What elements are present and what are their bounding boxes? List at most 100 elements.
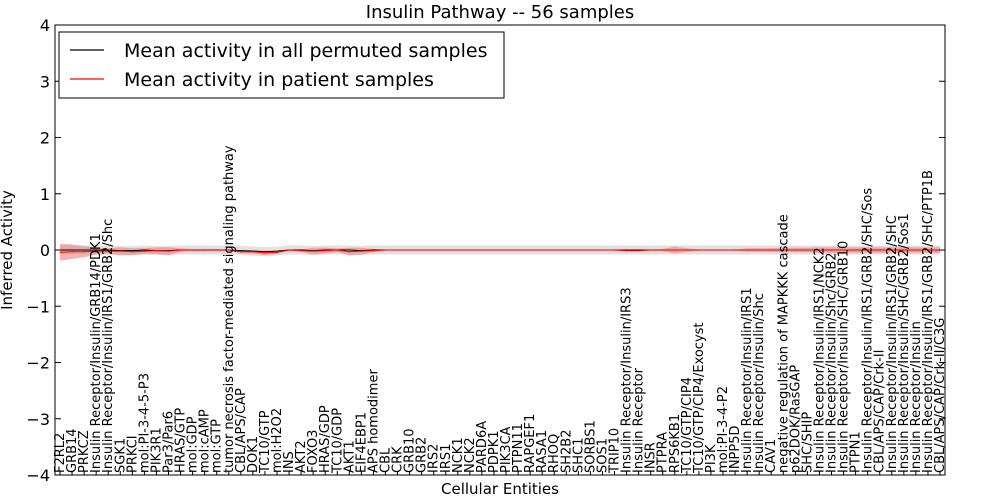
patient-point (95, 250, 97, 252)
x-tick-label: EIF4EBP1 (354, 412, 369, 473)
x-tick-label: mol:GDP (186, 416, 201, 473)
patient-point (613, 249, 616, 251)
patient-point (384, 249, 387, 251)
x-tick-label: TC10/GTP/CIP4 (680, 377, 695, 474)
x-tick-label: TC10/GTP (258, 410, 273, 474)
x-tick-label: Insulin Receptor/Insulin/IRS1/GRB2/SHC (885, 215, 900, 473)
patient-point (119, 250, 121, 252)
x-tick-label: SHC/SHIP (800, 412, 815, 473)
patient-point (252, 251, 254, 253)
x-tick-label: INSR (644, 442, 659, 473)
x-tick-label: Insulin Receptor/Insulin/SHC/GRB10 (837, 241, 852, 473)
x-axis-label: Cellular Entities (441, 480, 559, 498)
y-tick-label: 2 (40, 129, 50, 148)
x-tick-label: Insulin Receptor/Insulin/IRS1/GRB2/SHC/S… (861, 188, 876, 473)
x-tick-label: Insulin Receptor/Insulin/IRS1 (740, 287, 755, 473)
patient-point (312, 250, 314, 252)
y-tick-label: 1 (40, 185, 50, 204)
x-tick-label: APS homodimer (366, 369, 381, 473)
patient-point (409, 249, 411, 251)
patient-point (601, 249, 604, 251)
y-tick-label: −1 (26, 297, 50, 316)
x-tick-label: PI3K (704, 444, 719, 473)
x-tick-label: mol:H2O2 (270, 408, 285, 473)
patient-point (167, 250, 170, 252)
legend-box (58, 31, 505, 99)
series-line-patient (59, 249, 940, 254)
x-tick-label: mol:GTP (210, 419, 225, 473)
x-tick-label: NCK2 (463, 437, 478, 473)
x-tick-label: HRAS/GTP (174, 408, 189, 473)
x-tick-label: tumor necrosis factor-mediated signaling… (222, 145, 237, 473)
patient-point (770, 249, 772, 251)
patient-point (348, 251, 350, 253)
chart-title: Insulin Pathway -- 56 samples (366, 2, 634, 23)
patient-point (867, 249, 869, 251)
patient-point (553, 249, 555, 251)
patient-point (638, 250, 640, 252)
x-tick-label: Insulin Receptor/Insulin/Shc (752, 293, 767, 473)
x-tick-label: PIK3CA (499, 426, 514, 473)
patient-point (577, 249, 580, 251)
patient-point (662, 249, 664, 251)
patient-point (324, 250, 326, 252)
patient-point (179, 249, 182, 251)
patient-point (915, 249, 917, 251)
x-tick-label: Insulin Receptor/Insulin/IRS1/GRB2/SHC/P… (921, 170, 936, 473)
x-tick-label: Insulin Receptor/Insulin/IRS1/NCK2 (813, 247, 828, 473)
x-tick-label: GRB14 (65, 428, 80, 473)
patient-point (855, 249, 857, 251)
patient-point (879, 249, 881, 251)
patient-point (421, 249, 423, 251)
plot-area (59, 243, 941, 261)
patient-point (903, 249, 905, 251)
x-tick-label: Insulin Receptor/Insulin/IRS3 (620, 287, 635, 473)
patient-point (276, 251, 278, 253)
patient-point (396, 249, 399, 251)
x-tick-label: SOS1 (596, 438, 611, 473)
y-tick-label: −4 (26, 466, 50, 485)
patient-point (336, 249, 338, 251)
x-tick-label: TC10/GDP (330, 408, 345, 474)
y-tick-label: 4 (40, 16, 50, 35)
x-tick-label: CBL/APS/CAP/Crk-II/C3G (933, 318, 948, 473)
x-tick-label: Insulin Receptor/Insulin/GRB14/PDK1 (89, 233, 104, 473)
patient-point (891, 249, 893, 251)
patient-point (264, 252, 266, 254)
patient-point (433, 249, 435, 251)
x-tick-label: IRS2 (427, 444, 442, 473)
patient-point (493, 249, 495, 251)
patient-point (360, 250, 362, 252)
patient-point (674, 249, 676, 251)
patient-point (698, 249, 700, 251)
x-tick-label: AKT2 (294, 440, 309, 473)
x-tick-label: PIK3R1 (149, 427, 164, 473)
x-tick-label: F2RL2 (53, 433, 68, 473)
x-tick-label: Insulin Receptor/Insulin/Shc/GRB2 (825, 252, 840, 473)
patient-point (565, 249, 567, 251)
patient-point (457, 249, 459, 251)
patient-point (710, 249, 712, 251)
x-tick-label: TRIP10 (608, 428, 623, 474)
x-tick-label: Insulin Receptor (632, 367, 647, 473)
x-tick-label: INS (282, 451, 297, 473)
x-tick-label: PDPK1 (487, 431, 502, 474)
patient-point (746, 249, 748, 251)
x-tick-label: mol:PI-3-4-5-P3 (137, 373, 152, 473)
x-tick-label: CBL/APS/CAP/Crk-II (873, 350, 888, 473)
x-tick-label: IRS1 (439, 444, 454, 473)
x-tick-label: mol:cAMP (198, 409, 213, 473)
patient-point (722, 249, 724, 251)
permuted-variance-band (60, 245, 940, 257)
x-tick-label: SH2B2 (559, 430, 574, 474)
x-tick-label: PRKCI (125, 435, 140, 473)
x-tick-label: RHOQ (547, 434, 562, 473)
patient-point (782, 249, 784, 251)
patient-point (71, 251, 73, 253)
x-tick-label: NCK1 (451, 437, 466, 473)
patient-point (517, 249, 519, 251)
x-tick-label: CAV1 (764, 439, 779, 473)
patient-point (192, 249, 194, 251)
patient-point (541, 249, 543, 251)
